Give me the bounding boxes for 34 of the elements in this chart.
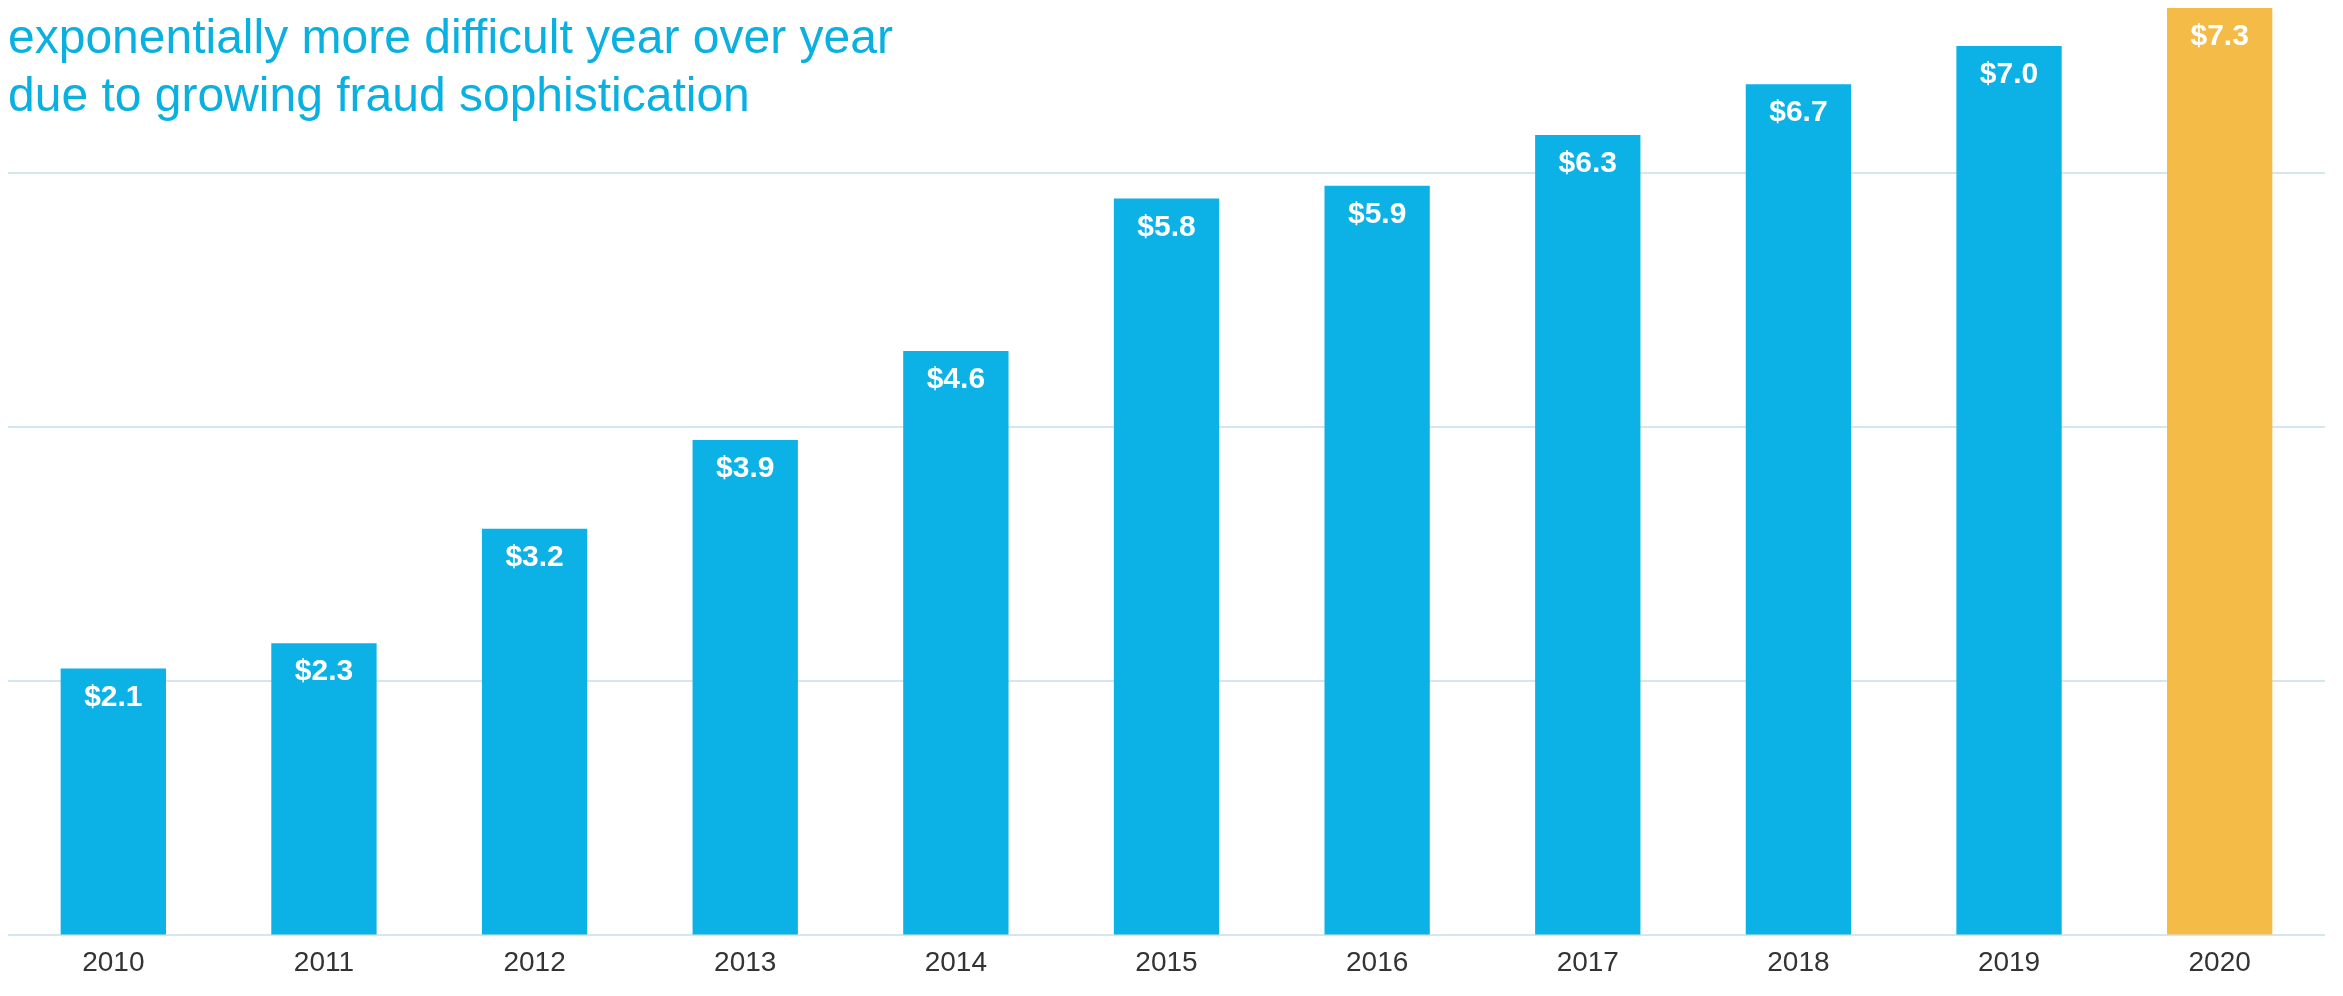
x-tick-label: 2014 — [924, 945, 988, 977]
data-label: $6.7 — [1769, 94, 1828, 128]
x-tick-label: 2019 — [1977, 945, 2041, 977]
text: exponentially more difficult year over year due to growing fraud sophistication — [8, 9, 893, 123]
bar — [60, 668, 166, 935]
bar — [903, 351, 1009, 935]
bar — [1324, 185, 1430, 935]
x-tick-label: 2012 — [503, 945, 566, 977]
x-tick-label: 2017 — [1556, 945, 1619, 977]
x-tick-label: 2010 — [82, 945, 145, 977]
bar — [1956, 46, 2062, 935]
x-tick-label: 2013 — [714, 945, 777, 977]
data-label: $7.0 — [1979, 56, 2039, 90]
data-label: $3.2 — [505, 539, 564, 573]
data-label: $4.6 — [926, 361, 986, 395]
bar — [1745, 84, 1852, 935]
data-label: $5.8 — [1137, 208, 1196, 242]
data-label: $6.3 — [1558, 145, 1617, 179]
data-label: $2.1 — [84, 678, 143, 712]
bar — [1113, 198, 1220, 935]
data-label: $5.9 — [1347, 196, 1407, 230]
bar — [2167, 8, 2273, 935]
x-tick-label: 2011 — [293, 945, 355, 977]
bar — [481, 528, 588, 935]
bar — [1535, 135, 1641, 935]
x-tick-label: 2020 — [2188, 945, 2251, 977]
x-tick-label: 2016 — [1345, 945, 1409, 977]
x-tick-label: 2018 — [1767, 945, 1830, 977]
bar — [692, 439, 798, 935]
data-label: $7.3 — [2190, 18, 2249, 52]
x-tick-label: 2015 — [1135, 945, 1198, 977]
data-label: $2.3 — [294, 653, 354, 687]
bar — [271, 643, 377, 935]
data-label: $3.9 — [716, 450, 775, 484]
